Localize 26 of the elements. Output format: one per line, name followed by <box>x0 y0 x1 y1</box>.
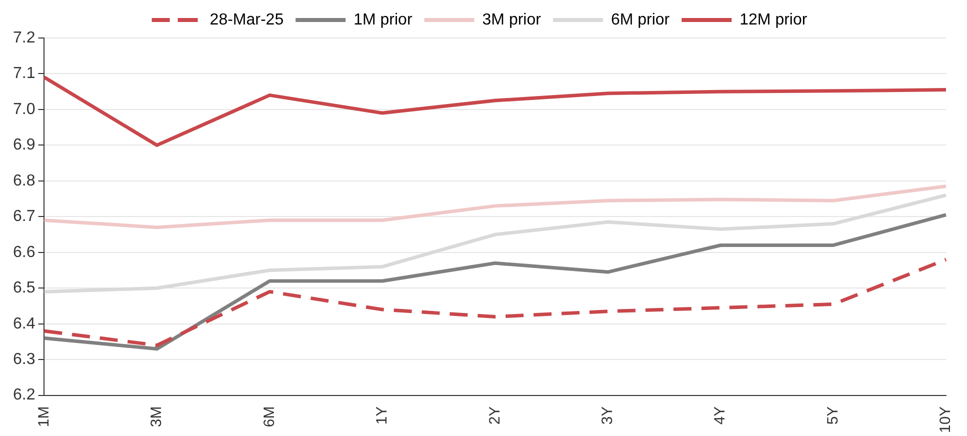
y-tick-label: 6.5 <box>12 280 36 297</box>
y-tick-label: 6.3 <box>12 350 36 368</box>
y-tick-label: 6.7 <box>12 208 36 226</box>
legend-label: 12M prior <box>740 11 808 28</box>
x-tick-label: 1M <box>35 406 52 428</box>
legend-label: 28-Mar-25 <box>210 11 284 28</box>
legend-label: 6M prior <box>610 11 670 28</box>
y-tick-label: 6.6 <box>12 244 36 261</box>
line-series <box>42 258 948 348</box>
y-tick-label: 7.1 <box>12 65 36 82</box>
y-tick-label: 6.2 <box>12 386 36 404</box>
legend-label: 1M prior <box>354 11 413 28</box>
y-tick-label: 7.2 <box>12 29 36 46</box>
x-tick-label: 3M <box>148 406 166 428</box>
x-tick-label: 4Y <box>712 406 729 425</box>
x-tick-label: 2Y <box>486 406 504 425</box>
x-tick-label: 3Y <box>598 406 616 425</box>
y-tick-label: 6.8 <box>12 172 36 190</box>
y-tick-label: 6.9 <box>12 136 36 154</box>
x-tick-label: 10Y <box>937 406 954 434</box>
y-tick-label: 7.0 <box>12 100 36 118</box>
y-tick-label: 6.4 <box>12 315 36 332</box>
legend-label: 3M prior <box>482 11 542 28</box>
x-tick-label: 5Y <box>824 406 842 425</box>
x-tick-label: 1Y <box>374 406 391 425</box>
x-tick-label: 6M <box>260 406 278 428</box>
